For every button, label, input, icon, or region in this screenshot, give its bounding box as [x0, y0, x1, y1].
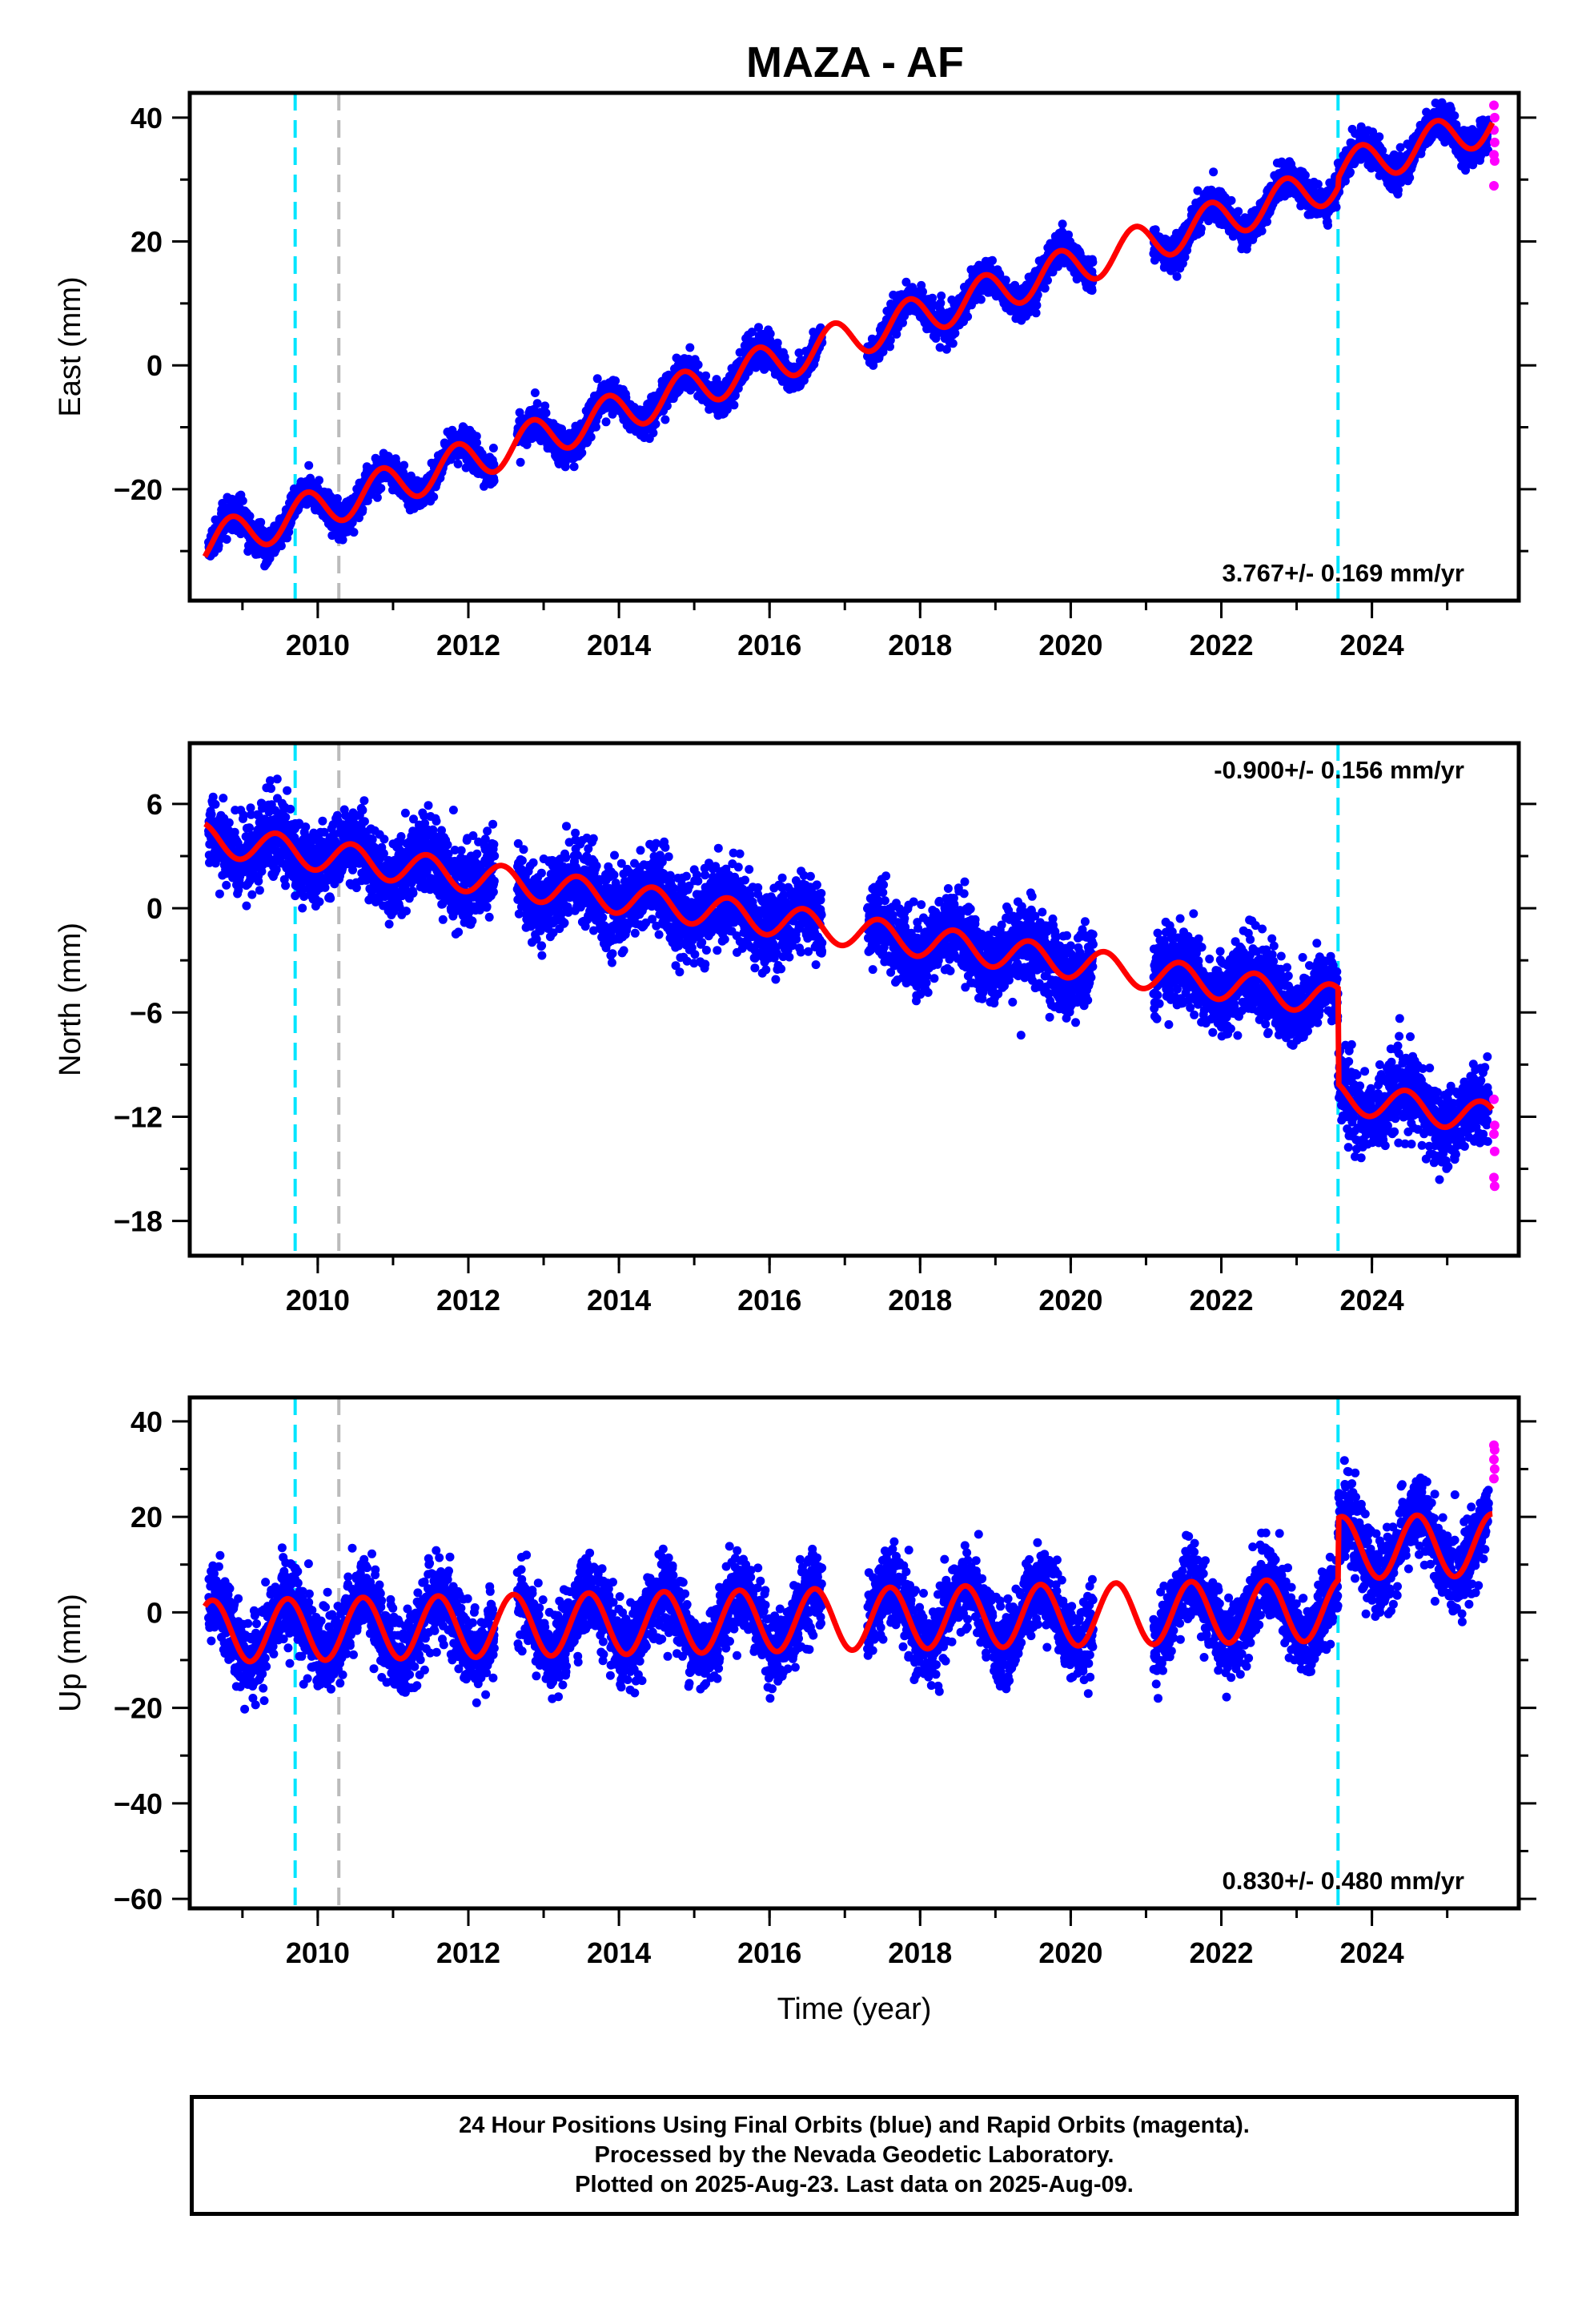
final-orbit-point	[391, 458, 401, 468]
final-orbit-point	[1172, 271, 1182, 281]
final-orbit-point	[693, 360, 703, 369]
final-orbit-point	[1031, 308, 1041, 318]
final-orbit-point	[1234, 207, 1243, 216]
final-orbit-point	[685, 343, 695, 352]
final-orbit-point	[765, 329, 775, 339]
final-orbit-point	[338, 535, 347, 545]
final-orbit-point	[472, 438, 481, 448]
final-orbit-point	[592, 374, 602, 384]
final-orbit-point	[1313, 179, 1323, 189]
final-orbit-point	[1032, 300, 1042, 310]
final-orbit-point	[648, 428, 658, 438]
final-orbit-point	[400, 460, 409, 470]
final-orbit-point	[376, 484, 386, 493]
final-orbit-point	[1001, 275, 1010, 285]
final-orbit-point	[276, 541, 286, 551]
final-orbit-point	[1300, 171, 1310, 180]
final-orbit-point	[1058, 219, 1067, 229]
final-orbit-point	[541, 408, 551, 418]
final-orbit-point	[611, 376, 620, 385]
final-orbit-point	[256, 517, 266, 527]
final-orbit-point	[488, 444, 498, 452]
final-orbit-point	[238, 496, 247, 505]
final-orbit-point	[1346, 167, 1355, 177]
final-orbit-point	[661, 415, 670, 424]
final-orbit-point	[349, 528, 359, 537]
final-orbit-point	[245, 512, 255, 521]
final-orbit-point	[1087, 286, 1097, 296]
final-orbit-point	[1196, 224, 1206, 233]
final-orbit-point	[918, 287, 927, 296]
final-orbit-point	[963, 312, 973, 321]
final-orbit-point	[569, 462, 579, 472]
final-orbit-point	[304, 460, 314, 470]
final-orbit-point	[729, 400, 739, 410]
final-orbit-point	[429, 493, 439, 501]
final-orbit-point	[1040, 283, 1050, 293]
final-orbit-point	[516, 457, 525, 467]
final-orbit-point	[453, 459, 463, 468]
final-orbit-point	[948, 339, 958, 348]
final-orbit-point	[372, 493, 382, 502]
final-orbit-point	[222, 535, 231, 544]
final-orbit-point	[472, 432, 481, 441]
panels-group: 2010 2012 2014 2016 2018 2020 2022 2024−2002040…	[54, 90, 1536, 2026]
final-orbit-point	[560, 462, 570, 472]
final-orbit-point	[773, 338, 782, 348]
final-orbit-point	[489, 476, 499, 485]
final-orbit-point	[988, 255, 997, 265]
final-orbit-point	[1331, 203, 1341, 212]
final-orbit-point	[976, 295, 986, 304]
final-orbit-point	[1043, 275, 1052, 285]
final-orbit-point	[1323, 220, 1332, 230]
final-orbit-point	[1209, 167, 1219, 177]
figure-title: MAZA - AF	[746, 38, 964, 86]
final-orbit-point	[540, 401, 550, 411]
final-orbit-point	[532, 399, 542, 408]
final-orbit-point	[315, 476, 323, 485]
final-orbit-point	[530, 388, 540, 397]
final-orbit-point	[358, 505, 367, 514]
final-orbit-point	[701, 371, 711, 380]
final-orbit-point	[586, 432, 596, 442]
final-orbit-point	[577, 448, 587, 457]
final-orbit-point	[1257, 226, 1267, 235]
panel-east: 2010 2012 2014 2016 2018 2020 2022 2024−2002040…	[54, 90, 1536, 661]
final-orbit-point	[515, 408, 524, 417]
final-orbit-point	[1227, 195, 1236, 205]
final-orbit-point	[601, 417, 611, 427]
final-orbit-point	[1088, 257, 1098, 267]
final-orbit-point	[522, 440, 532, 449]
final-orbit-point	[937, 292, 946, 300]
